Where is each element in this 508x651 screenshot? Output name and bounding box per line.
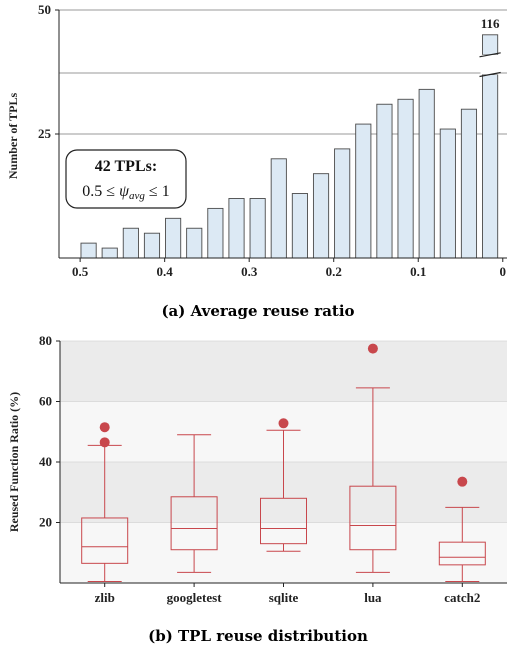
y-tick-label: 60 [39,394,52,409]
bar [291,193,308,259]
y-axis-label: Reused Function Ratio (%) [7,392,21,532]
bar [165,217,182,259]
annotation-box: 42 TPLs: 0.5 ≤ ψavg ≤ 1 [65,149,187,209]
bar [249,198,266,259]
bar [207,207,224,259]
annotation-condition: 0.5 ≤ ψavg ≤ 1 [82,183,169,202]
bar-value-label: 116 [481,16,500,31]
bar [101,247,118,259]
outlier-point [457,476,468,487]
bar [312,173,330,259]
box-iqr [81,517,129,564]
bar [376,103,393,259]
panel-b-caption: (b) TPL reuse distribution [148,627,368,645]
y-tick-label: 20 [39,515,52,530]
reuse-distribution-boxplot: 20 40 60 80 zlib googletest sqlite lua catch2 R… [7,333,507,605]
outlier-point [278,418,289,429]
reuse-ratio-histogram: 25 50 0.5 0.4 0.3 0.2 0.1 0 Number of TPLs 116… [6,2,507,279]
box-iqr [260,497,307,545]
outlier-point [99,422,110,433]
bar [143,232,161,259]
x-tick-label: catch2 [444,590,480,605]
x-tick-label: 0 [500,264,507,279]
x-tick-label: googletest [167,590,223,605]
outlier-point [99,437,110,448]
box-zlib [81,422,129,582]
bar [186,227,203,259]
bar [460,108,478,259]
bar [439,128,456,259]
x-tick-label: 0.3 [241,264,258,279]
box-lua [349,343,397,573]
bar [334,148,351,259]
bar [482,74,499,259]
y-axis-label: Number of TPLs [6,93,20,180]
y-tick-label: 25 [38,126,52,141]
bar [80,242,97,259]
bar [397,98,414,259]
box-iqr [438,541,486,566]
y-tick-label: 50 [38,2,51,17]
y-tick-label: 80 [39,333,52,348]
annotation-title: 42 TPLs: [95,158,157,175]
bar [122,227,139,259]
x-tick-label: zlib [95,590,115,605]
box-catch2 [438,476,486,582]
box-googletest [170,434,218,573]
bar [270,158,287,259]
x-tick-label: sqlite [269,590,299,605]
bar [228,198,245,259]
box-iqr [349,485,397,551]
bar [355,123,372,259]
bar-break-top [482,34,499,56]
x-tick-label: 0.4 [157,264,174,279]
outlier-point [367,343,378,354]
x-tick-label: 0.1 [410,264,426,279]
bar-break-gap [480,54,500,75]
bar [418,88,435,259]
x-tick-label: 0.2 [326,264,342,279]
box-sqlite [260,418,307,552]
box-iqr [170,496,218,551]
axis-break-mark [479,52,501,58]
background-band [60,341,507,402]
panel-a-caption: (a) Average reuse ratio [161,302,354,320]
y-tick-label: 40 [39,454,52,469]
x-tick-label: 0.5 [72,264,89,279]
axis-break-mark [479,71,501,78]
x-tick-label: lua [364,590,382,605]
background-band [60,522,507,583]
